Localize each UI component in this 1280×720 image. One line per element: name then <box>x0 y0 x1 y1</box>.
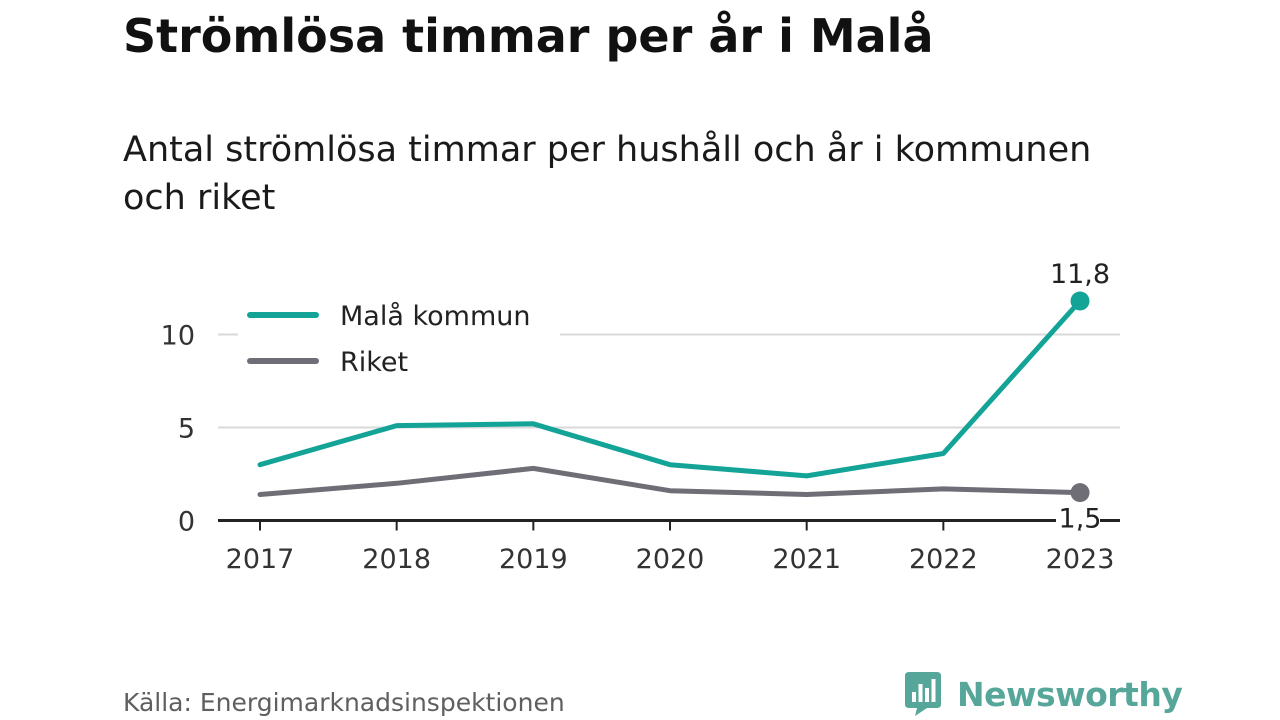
legend-label-0: Malå kommun <box>340 301 531 332</box>
chart-subtitle: Antal strömlösa timmar per hushåll och å… <box>123 130 1092 218</box>
x-tick-label: 2023 <box>1046 544 1115 575</box>
newsworthy-logo-icon <box>905 672 941 716</box>
series-end-point-0 <box>1070 291 1090 311</box>
x-tick-label: 2018 <box>362 544 431 575</box>
legend-background <box>238 290 560 388</box>
line-chart: 0 5 10 2017 2018 2019 2020 2021 2022 2023 11,8 1,5 M… <box>161 259 1120 575</box>
x-tick-label: 2021 <box>772 544 841 575</box>
x-tick-label: 2017 <box>226 544 295 575</box>
series-line-1 <box>257 465 1083 497</box>
legend-label-1: Riket <box>340 347 408 378</box>
y-tick-label: 0 <box>178 507 195 538</box>
end-label-bg-1 <box>1056 502 1101 530</box>
end-label-0: 11,8 <box>1050 259 1110 290</box>
end-label-1: 1,5 <box>1059 504 1102 535</box>
x-tick-label: 2020 <box>636 544 705 575</box>
x-tick-label: 2019 <box>499 544 568 575</box>
chart-title: Strömlösa timmar per år i Malå <box>123 9 934 63</box>
series-end-point-1 <box>1070 483 1090 503</box>
brand-name: Newsworthy <box>957 674 1183 714</box>
y-tick-label: 10 <box>161 321 195 352</box>
series-line-0 <box>257 298 1083 479</box>
source-note: Källa: Energimarknadsinspektionen <box>123 688 565 717</box>
x-tick-label: 2022 <box>909 544 978 575</box>
brand-logo: Newsworthy <box>903 668 1183 720</box>
y-tick-label: 5 <box>178 414 195 445</box>
